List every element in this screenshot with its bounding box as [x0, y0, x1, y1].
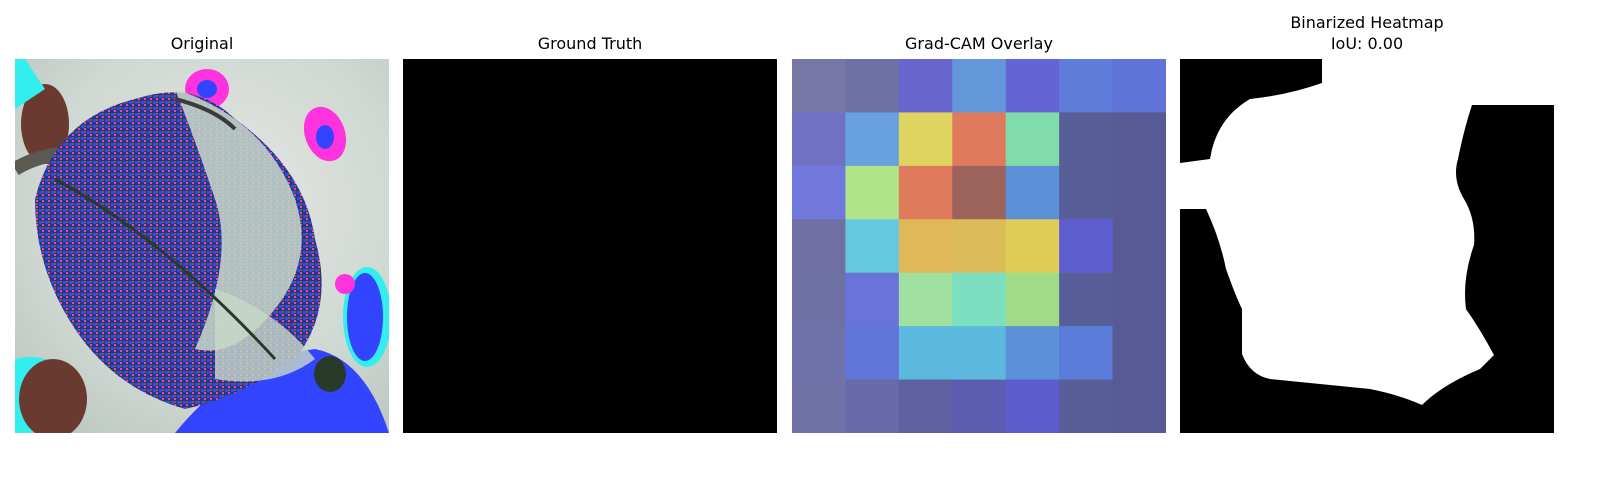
gradcam-cell	[898, 272, 953, 327]
gradcam-cell	[1112, 112, 1166, 167]
gradcam-cell	[792, 379, 846, 433]
binarized-foreground-region	[1180, 59, 1554, 405]
gradcam-cell	[845, 219, 900, 274]
gradcam-cell	[898, 112, 953, 167]
gradcam-cell	[1112, 165, 1166, 220]
gradcam-cell	[952, 219, 1007, 274]
binarized-mask	[1180, 59, 1554, 433]
gradcam-cell	[845, 112, 900, 167]
gradcam-cell	[845, 272, 900, 327]
gradcam-cell	[898, 379, 953, 433]
gradcam-cell	[792, 59, 846, 113]
iou-label: IoU: 0.00	[1330, 34, 1404, 53]
gradcam-cell	[1005, 165, 1060, 220]
gradcam-cell	[952, 59, 1007, 113]
gradcam-cell	[898, 59, 953, 113]
gradcam-cell	[792, 112, 846, 167]
gradcam-cell	[1005, 272, 1060, 327]
gradcam-cell	[1059, 59, 1114, 113]
gradcam-cell	[1059, 112, 1114, 167]
gradcam-cell	[1059, 165, 1114, 220]
gradcam-cell	[792, 219, 846, 274]
original-image	[15, 59, 389, 433]
gradcam-cell	[1112, 379, 1166, 433]
gradcam-overlay	[792, 59, 1166, 433]
original-title: Original	[170, 34, 234, 53]
gradcam-cell	[792, 326, 846, 381]
binarized-title: Binarized Heatmap IoU: 0.00	[1180, 12, 1554, 54]
gradcam-cell	[1005, 326, 1060, 381]
gradcam-cell	[1005, 112, 1060, 167]
gradcam-cell	[1059, 272, 1114, 327]
gradcam-cell	[845, 379, 900, 433]
gradcam-cell	[845, 59, 900, 113]
gradcam-cell	[952, 165, 1007, 220]
gradcam-cell	[952, 112, 1007, 167]
gradcam-cell	[952, 272, 1007, 327]
ground-truth-title: Ground Truth	[537, 34, 643, 53]
gradcam-cell	[1059, 326, 1114, 381]
gradcam-cell	[1005, 59, 1060, 113]
gradcam-cell	[1005, 379, 1060, 433]
gradcam-title: Grad-CAM Overlay	[905, 34, 1053, 53]
gradcam-cell	[1112, 59, 1166, 113]
gradcam-cell	[952, 379, 1007, 433]
gradcam-cell	[1059, 379, 1114, 433]
gradcam-cell	[792, 272, 846, 327]
gradcam-cell	[845, 326, 900, 381]
gradcam-cell	[1005, 219, 1060, 274]
gradcam-cell	[845, 165, 900, 220]
gradcam-cell	[792, 165, 846, 220]
gradcam-cell	[1112, 326, 1166, 381]
binarized-title-line1: Binarized Heatmap	[1290, 13, 1444, 32]
gradcam-cell	[898, 326, 953, 381]
gradcam-cell	[1059, 219, 1114, 274]
gradcam-cell	[898, 165, 953, 220]
gradcam-cell	[952, 326, 1007, 381]
gradcam-cell	[898, 219, 953, 274]
gradcam-cell	[1112, 272, 1166, 327]
gradcam-cell	[1112, 219, 1166, 274]
ground-truth-mask	[403, 59, 777, 433]
